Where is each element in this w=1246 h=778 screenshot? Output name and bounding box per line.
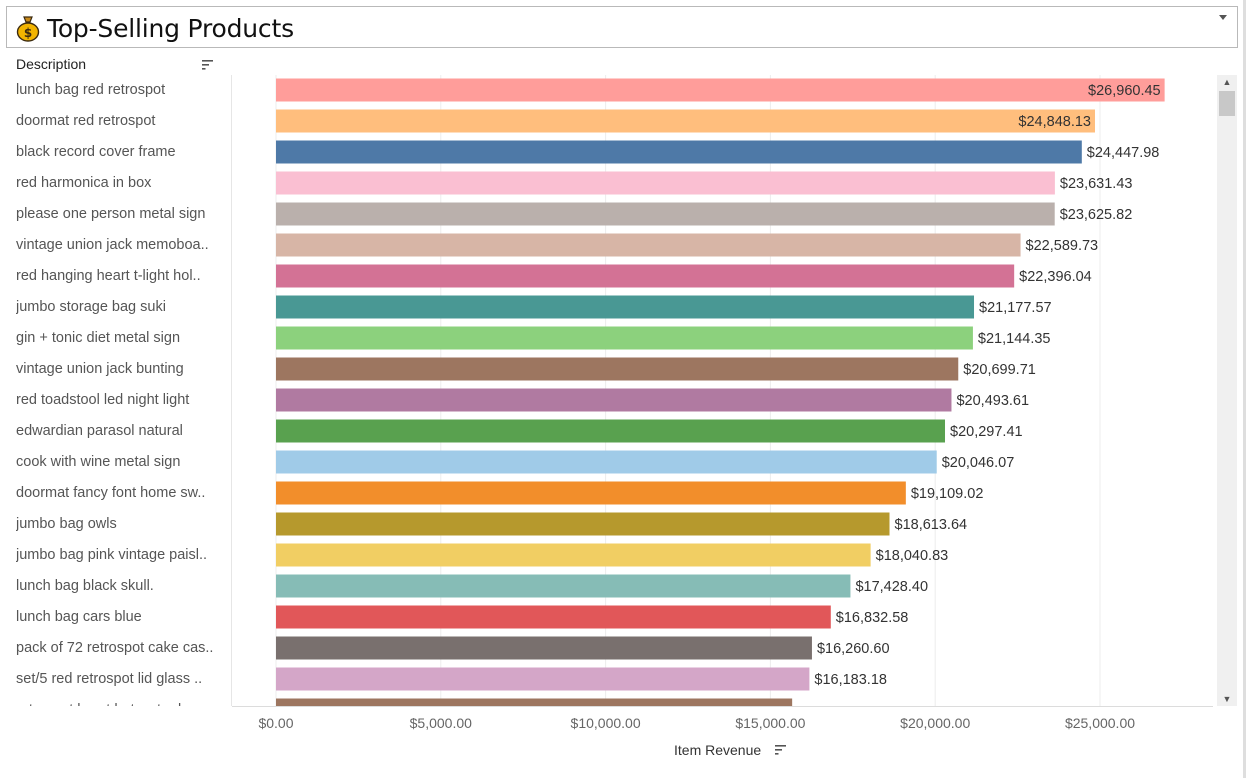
x-tick-label: $20,000.00 [900, 715, 970, 731]
x-axis-sort-icon[interactable] [775, 745, 787, 755]
category-label[interactable]: jumbo bag pink vintage paisl.. [16, 547, 208, 563]
scroll-up-icon[interactable]: ▲ [1222, 77, 1232, 87]
bar[interactable] [276, 109, 1095, 133]
bar[interactable] [276, 202, 1055, 226]
data-label: $22,589.73 [1026, 238, 1099, 254]
scroll-thumb[interactable] [1219, 91, 1235, 116]
data-label: $22,396.04 [1019, 269, 1092, 285]
data-label: $23,631.43 [1060, 176, 1133, 192]
scroll-down-icon[interactable]: ▼ [1222, 694, 1232, 704]
pane-divider [231, 75, 232, 706]
category-label[interactable]: lunch bag red retrospot [16, 82, 166, 98]
category-label[interactable]: doormat fancy font home sw.. [16, 485, 206, 501]
svg-text:$: $ [24, 26, 32, 40]
data-label: $16,832.58 [836, 610, 909, 626]
axis-divider [232, 706, 1213, 707]
x-tick-label: $25,000.00 [1065, 715, 1135, 731]
category-label[interactable]: lunch bag black skull. [16, 578, 154, 594]
category-label[interactable]: edwardian parasol natural [16, 423, 183, 439]
x-tick-label: $15,000.00 [735, 715, 805, 731]
category-label[interactable]: vintage union jack memoboa.. [16, 237, 209, 253]
data-label: $20,699.71 [963, 362, 1036, 378]
x-tick-label: $10,000.00 [571, 715, 641, 731]
category-label[interactable]: jumbo bag owls [16, 516, 117, 532]
data-label: $18,040.83 [876, 548, 949, 564]
data-label: $16,183.18 [814, 672, 887, 688]
bar[interactable] [276, 357, 959, 381]
bar[interactable] [276, 543, 871, 567]
data-label: $24,447.98 [1087, 145, 1160, 161]
category-label[interactable]: red toadstool led night light [16, 392, 190, 408]
category-label[interactable]: black record cover frame [16, 144, 176, 160]
bar[interactable] [276, 233, 1021, 257]
category-label[interactable]: red hanging heart t-light hol.. [16, 268, 201, 284]
row-header-sort-icon[interactable] [202, 60, 214, 70]
category-label[interactable]: red harmonica in box [16, 175, 152, 191]
data-label: $21,144.35 [978, 331, 1051, 347]
data-label: $18,613.64 [895, 517, 968, 533]
title-bar: $ Top-Selling Products [6, 6, 1238, 48]
bar[interactable] [276, 636, 812, 660]
category-label[interactable]: jumbo storage bag suki [16, 299, 166, 315]
data-label: $23,625.82 [1060, 207, 1133, 223]
page-title: Top-Selling Products [47, 14, 294, 43]
x-axis-ticks: $0.00 $5,000.00 $10,000.00 $15,000.00 $20,00… [258, 715, 1135, 731]
bar[interactable] [276, 481, 906, 505]
title-menu-chevron-down-icon[interactable] [1219, 15, 1227, 20]
category-label[interactable]: doormat red retrospot [16, 113, 156, 129]
category-label[interactable]: retrospot heart hot water bo.. [16, 701, 230, 706]
bar[interactable] [276, 698, 793, 722]
data-label: $19,109.02 [911, 486, 984, 502]
bar[interactable] [276, 78, 1165, 102]
category-label[interactable]: cook with wine metal sign [16, 454, 181, 470]
vertical-scrollbar[interactable]: ▲ ▼ [1217, 75, 1237, 706]
row-header-label: Description [16, 56, 87, 72]
bar[interactable] [276, 512, 890, 536]
category-label[interactable]: set/5 red retrospot lid glass .. [16, 671, 203, 687]
x-axis-title: Item Revenue [674, 742, 762, 758]
data-label: $17,428.40 [855, 579, 928, 595]
category-label[interactable]: lunch bag cars blue [16, 609, 142, 625]
window-edge [1243, 0, 1246, 778]
bar[interactable] [276, 388, 952, 412]
money-bag-icon: $ [16, 16, 40, 42]
bars [276, 78, 1165, 722]
bar[interactable] [276, 295, 975, 319]
bar[interactable] [276, 667, 810, 691]
bar[interactable] [276, 171, 1055, 195]
category-label[interactable]: vintage union jack bunting [16, 361, 184, 377]
bar[interactable] [276, 140, 1082, 164]
data-label: $16,260.60 [817, 641, 890, 657]
category-label[interactable]: gin + tonic diet metal sign [16, 330, 181, 346]
data-label: $21,177.57 [979, 300, 1052, 316]
bar[interactable] [276, 574, 851, 598]
x-tick-label: $0.00 [258, 715, 293, 731]
bar[interactable] [276, 326, 973, 350]
bar[interactable] [276, 450, 937, 474]
category-label[interactable]: pack of 72 retrospot cake cas.. [16, 640, 214, 656]
data-label: $20,493.61 [956, 393, 1029, 409]
data-label: $20,297.41 [950, 424, 1023, 440]
bar[interactable] [276, 264, 1015, 288]
data-label: $20,046.07 [942, 455, 1015, 471]
bar[interactable] [276, 605, 831, 629]
category-label[interactable]: please one person metal sign [16, 206, 206, 222]
row-labels-pane: lunch bag red retrospot doormat red retro… [0, 75, 232, 706]
x-tick-label: $5,000.00 [410, 715, 472, 731]
bar[interactable] [276, 419, 946, 443]
